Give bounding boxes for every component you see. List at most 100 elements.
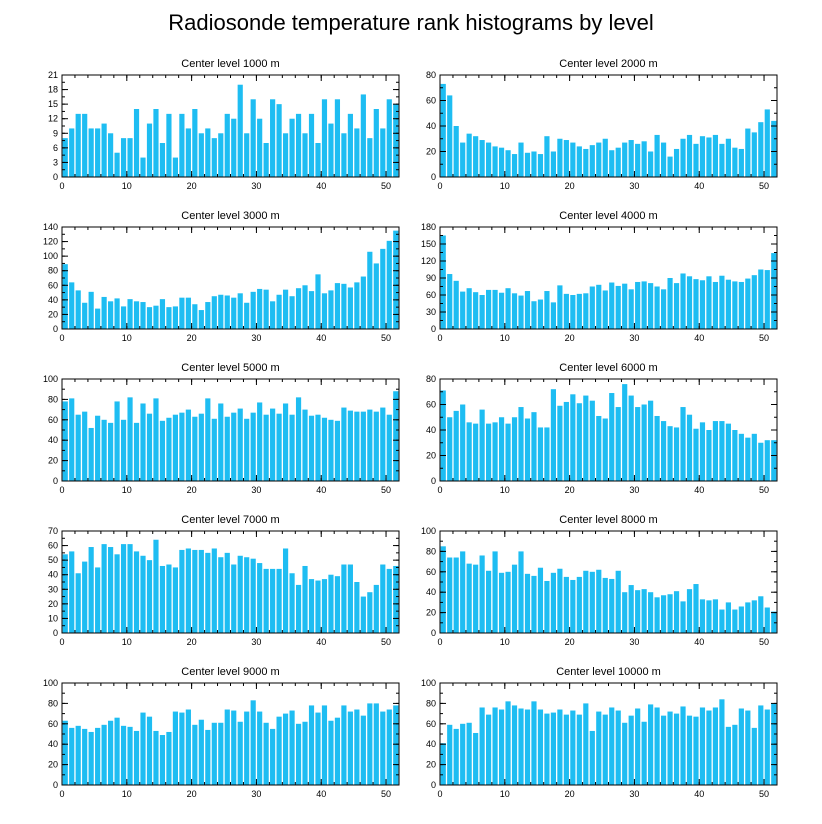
- histogram-bar: [146, 560, 153, 633]
- histogram-bar: [159, 565, 166, 633]
- histogram-bar: [473, 564, 479, 633]
- histogram-bar: [699, 599, 706, 633]
- histogram-bar: [563, 576, 569, 633]
- histogram-bar: [537, 299, 544, 329]
- histogram-bar: [615, 710, 621, 785]
- histogram-bar: [315, 274, 321, 329]
- histogram-bar: [609, 282, 615, 329]
- histogram-bar: [179, 712, 185, 785]
- histogram-bar: [635, 407, 641, 481]
- histogram-bar: [282, 289, 289, 329]
- histogram-bar: [146, 307, 153, 329]
- x-tick-label: 0: [59, 485, 64, 495]
- histogram-bar: [622, 384, 628, 481]
- histogram-bar: [447, 274, 453, 329]
- y-tick-label: 80: [426, 698, 436, 708]
- histogram-bar: [550, 302, 556, 329]
- histogram-bar: [654, 134, 660, 177]
- histogram-bar: [654, 707, 660, 785]
- histogram-bar: [486, 423, 492, 482]
- histogram-bar: [524, 709, 531, 785]
- histogram-bar: [393, 565, 399, 633]
- histogram-bar: [505, 571, 511, 633]
- histogram-bar: [347, 410, 353, 481]
- y-tick-label: 100: [43, 374, 58, 384]
- y-tick-label: 100: [421, 678, 436, 688]
- histogram-bar: [537, 154, 544, 177]
- histogram-bar: [693, 584, 699, 633]
- histogram-bar: [295, 397, 302, 481]
- histogram-bar: [179, 549, 185, 633]
- x-tick-label: 50: [381, 181, 391, 191]
- histogram-bar: [758, 122, 764, 177]
- histogram-bar: [341, 564, 347, 633]
- histogram-bar: [328, 574, 334, 633]
- x-tick-label: 20: [187, 181, 197, 191]
- x-tick-label: 40: [316, 485, 326, 495]
- histogram-bar: [544, 713, 550, 785]
- histogram-bar: [373, 411, 379, 481]
- histogram-bar: [237, 555, 243, 633]
- histogram-bar: [654, 286, 660, 329]
- histogram-bar: [354, 411, 360, 481]
- histogram-bar: [758, 442, 764, 481]
- histogram-bar: [771, 611, 777, 633]
- histogram-bar: [166, 564, 172, 633]
- x-tick-label: 0: [59, 333, 64, 343]
- histogram-bar: [321, 293, 328, 329]
- x-tick-label: 40: [316, 637, 326, 647]
- histogram-bar: [622, 142, 628, 177]
- histogram-bar: [95, 727, 101, 785]
- histogram-bar: [719, 275, 725, 329]
- x-tick-label: 20: [187, 789, 197, 799]
- histogram-bar: [172, 157, 178, 177]
- x-tick-label: 10: [122, 485, 132, 495]
- y-tick-label: 0: [431, 628, 436, 638]
- histogram-bar: [341, 407, 347, 481]
- histogram-bar: [570, 579, 576, 633]
- histogram-bar: [745, 602, 751, 633]
- histogram-bar: [231, 564, 237, 633]
- y-tick-label: 40: [48, 435, 58, 445]
- histogram-bar: [771, 440, 777, 481]
- histogram-bar: [550, 389, 556, 481]
- histogram-bar: [466, 722, 472, 785]
- histogram-bar: [328, 720, 334, 785]
- histogram-bar: [62, 264, 68, 329]
- y-tick-label: 60: [48, 541, 58, 551]
- histogram-bar: [270, 728, 276, 785]
- histogram-bar: [185, 297, 191, 329]
- histogram-bar: [347, 287, 353, 329]
- histogram-bar: [498, 709, 505, 785]
- histogram-bar: [140, 712, 146, 785]
- histogram-bar: [550, 151, 556, 177]
- histogram-bar: [185, 409, 191, 481]
- histogram-bar: [563, 714, 569, 785]
- x-tick-label: 10: [500, 789, 510, 799]
- histogram-bar: [628, 140, 634, 177]
- histogram-bar: [263, 568, 269, 633]
- histogram-bar: [75, 573, 81, 633]
- histogram-bar: [179, 113, 185, 177]
- histogram-bar: [706, 710, 712, 785]
- histogram-bar: [108, 547, 114, 633]
- y-tick-label: 100: [43, 251, 58, 261]
- histogram-bar: [302, 409, 308, 481]
- histogram-bar: [725, 726, 731, 785]
- histogram-bar: [205, 729, 211, 785]
- histogram-bar: [453, 280, 459, 329]
- y-tick-label: 60: [48, 719, 58, 729]
- histogram-bar: [524, 418, 531, 481]
- histogram-bar: [680, 407, 686, 481]
- histogram-bar: [360, 596, 366, 633]
- histogram-bar: [699, 707, 706, 785]
- histogram-bar: [140, 403, 146, 481]
- histogram-panel: Center level 2000 m 0 10 20 30 40 50 0 20 40 60 80: [426, 58, 778, 191]
- histogram-bar: [367, 138, 373, 177]
- histogram-bar: [244, 133, 250, 177]
- histogram-bar: [576, 403, 582, 481]
- histogram-panel: Center level 10000 m 0 10 20 30 40 50 0 20 40 60 80…: [421, 666, 778, 799]
- histogram-bar: [334, 576, 341, 633]
- histogram-bar: [95, 128, 101, 177]
- histogram-bar: [185, 128, 191, 177]
